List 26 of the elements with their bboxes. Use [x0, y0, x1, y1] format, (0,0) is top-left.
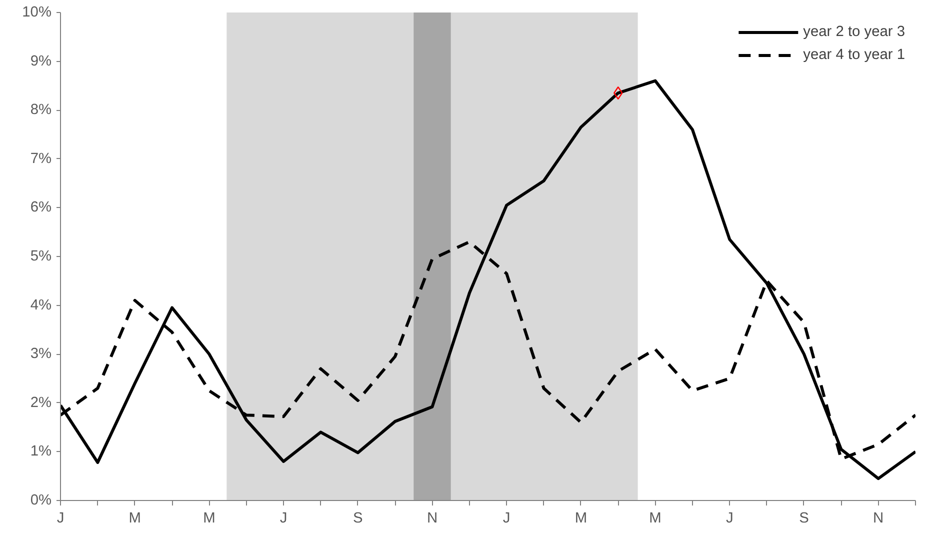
x-tick-label: M: [203, 510, 216, 526]
y-tick-label: 8%: [30, 102, 52, 118]
x-tick-label: N: [873, 510, 884, 526]
x-tick-label: J: [56, 510, 64, 526]
y-tick-label: 1%: [30, 444, 52, 460]
y-tick-label: 2%: [30, 394, 52, 411]
y-tick-label: 3%: [30, 346, 52, 362]
x-tick-label: J: [502, 510, 510, 526]
x-tick-label: S: [799, 510, 810, 526]
y-tick-label: 0%: [30, 492, 52, 508]
y-tick-label: 10%: [22, 4, 52, 20]
legend-label: year 4 to year 1: [803, 47, 905, 63]
x-tick-label: N: [426, 510, 438, 526]
y-tick-label: 6%: [30, 200, 52, 216]
x-tick-label: M: [649, 510, 662, 526]
x-tick-label: J: [280, 510, 288, 526]
y-tick-label: 5%: [30, 248, 52, 264]
legend-label: year 2 to year 3: [803, 24, 905, 40]
y-tick-label: 9%: [30, 53, 52, 70]
line-series: [60, 79, 916, 480]
x-tick-label: S: [353, 510, 364, 526]
x-tick-label: M: [128, 510, 141, 526]
x-tick-label: J: [726, 510, 734, 526]
y-tick-label: 7%: [30, 150, 52, 167]
y-tick-label: 4%: [30, 297, 52, 314]
x-tick-label: M: [574, 510, 588, 526]
